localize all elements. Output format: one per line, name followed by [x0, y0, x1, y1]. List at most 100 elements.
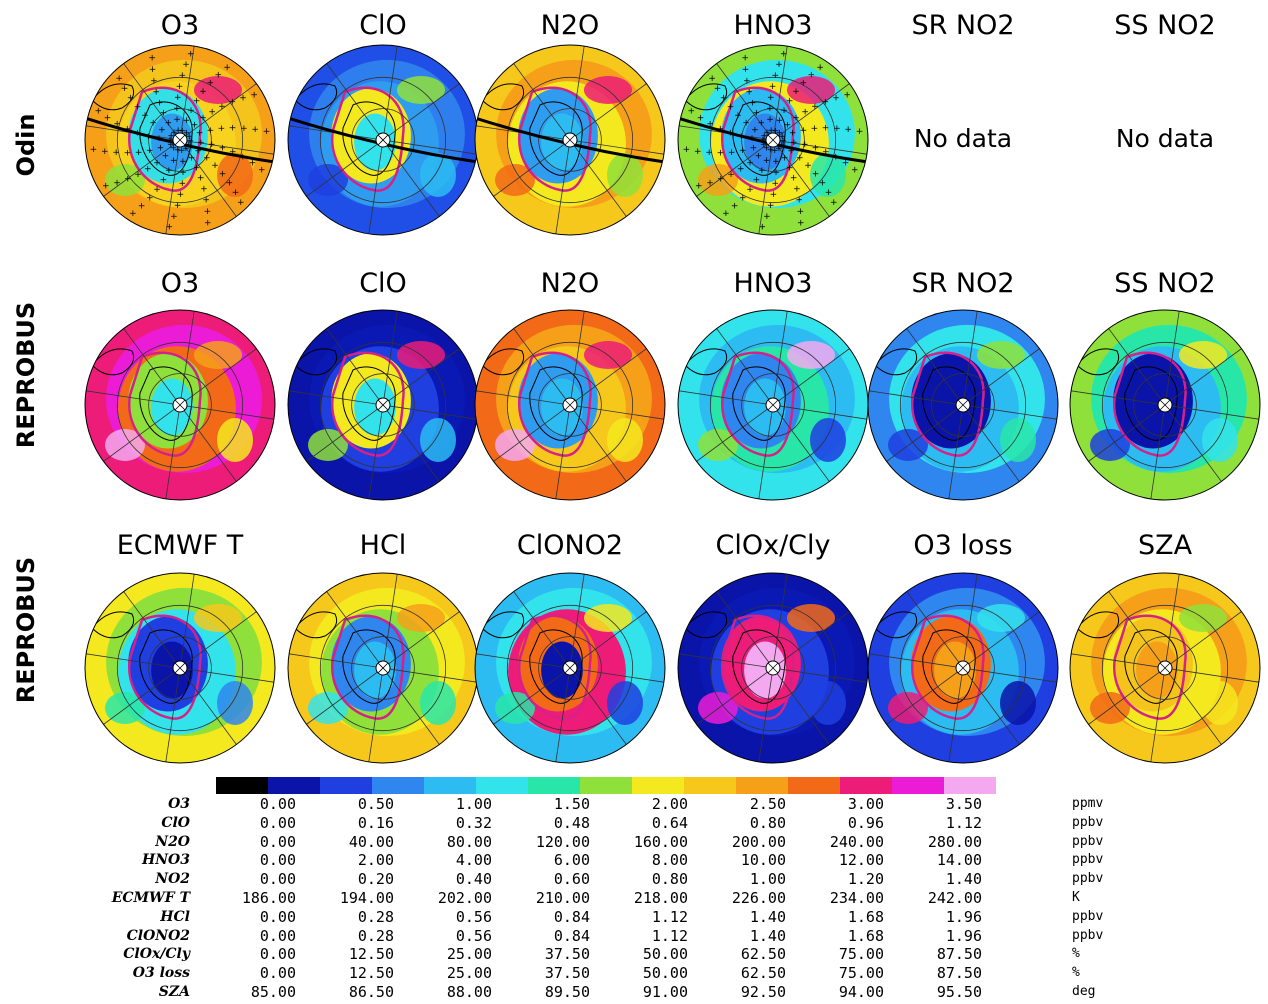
measurement-marker: +	[778, 132, 786, 142]
measurement-marker: +	[178, 179, 186, 189]
measurement-marker: +	[739, 146, 747, 156]
measurement-marker: +	[819, 178, 827, 188]
colorbar-segment	[580, 777, 632, 794]
contour-core	[934, 641, 976, 699]
measurement-marker: +	[751, 125, 759, 135]
measurement-marker: +	[206, 78, 214, 88]
measurement-marker: +	[90, 145, 98, 155]
coastline	[874, 611, 918, 639]
measurement-marker: +	[134, 129, 142, 139]
panel-title: HNO3	[733, 268, 813, 299]
vortex-edge-contour	[1112, 351, 1187, 457]
coastline	[1124, 366, 1178, 441]
coastline	[529, 366, 583, 441]
measurement-marker: +	[767, 93, 775, 103]
colorbar-segment	[632, 777, 684, 794]
panel-title: SR NO2	[911, 10, 1015, 41]
measurement-marker: +	[781, 153, 789, 163]
legend-variable: N2O	[155, 833, 190, 850]
coastline	[922, 629, 976, 704]
measurement-marker: +	[226, 178, 234, 188]
legend-value: 120.00	[535, 832, 590, 851]
contour-core	[1136, 641, 1178, 699]
measurement-marker: +	[149, 119, 157, 129]
contour-blob	[1000, 681, 1036, 725]
coastline	[139, 366, 193, 441]
panel-title: O3	[160, 10, 200, 41]
legend-row: SZA 85.00 86.50 88.00 89.50 91.00 92.50 94.00 95…	[60, 983, 1103, 1002]
measurement-marker: +	[825, 188, 833, 198]
legend-variable: NO2	[155, 871, 190, 888]
legend-value: 89.50	[544, 982, 590, 1001]
measurement-marker: +	[842, 159, 850, 169]
polar-map	[474, 44, 666, 236]
measurement-marker: +	[203, 153, 211, 163]
legend-value: 0.50	[357, 795, 394, 813]
measurement-marker: +	[263, 127, 271, 137]
measurement-marker: +	[158, 125, 166, 135]
measurement-marker: +	[770, 190, 778, 200]
measurement-marker: +	[232, 188, 240, 198]
measurement-marker: +	[200, 184, 208, 194]
pole-marker	[377, 134, 389, 146]
coastline	[481, 83, 525, 111]
legend-value: 1.12	[651, 907, 688, 926]
colorbar-segment	[528, 777, 580, 794]
legend-variable: SZA	[158, 983, 190, 1000]
measurement-marker: +	[188, 153, 196, 163]
coastline	[342, 366, 396, 441]
measurement-marker: +	[749, 98, 757, 108]
latitude-circle	[506, 341, 634, 469]
coastline	[481, 611, 525, 639]
measurement-marker: +	[741, 54, 749, 64]
coastline	[1124, 629, 1178, 704]
latitude-circle	[538, 108, 602, 172]
measurement-marker: +	[830, 198, 838, 208]
latitude-circle	[116, 76, 244, 204]
legend-value: 0.00	[259, 945, 296, 964]
legend-value: 0.96	[847, 813, 884, 832]
pole-marker	[957, 399, 969, 411]
latitude-circle	[741, 108, 805, 172]
latitude-circle	[506, 76, 634, 204]
legend-value: 0.28	[357, 907, 394, 926]
vortex-edge-contour	[517, 86, 592, 192]
measurement-marker: +	[102, 181, 110, 191]
measurement-marker: +	[811, 124, 819, 134]
legend-value: 37.50	[544, 964, 590, 983]
panel-title: ClO	[359, 268, 407, 299]
legend-variable: HCl	[160, 908, 190, 925]
measurement-marker: +	[101, 147, 109, 157]
legend-value: 4.00	[455, 851, 492, 870]
vortex-edge-contour	[330, 614, 405, 720]
pole-marker	[957, 662, 969, 674]
measurement-marker: +	[250, 91, 258, 101]
measurement-marker: +	[687, 106, 695, 116]
legend-unit: ppbv	[1072, 833, 1104, 849]
measurement-marker: +	[94, 106, 102, 116]
measurement-marker: +	[808, 70, 816, 80]
measurement-marker: +	[173, 104, 181, 114]
measurement-marker: +	[229, 148, 237, 158]
coastline	[529, 629, 583, 704]
latitude-circle	[319, 604, 447, 732]
measurement-marker: +	[832, 153, 840, 163]
measurement-marker: +	[714, 84, 722, 94]
latitude-circle	[931, 373, 995, 437]
legend-value: 0.16	[357, 813, 394, 832]
measurement-marker: +	[767, 201, 775, 211]
measurement-marker: +	[760, 140, 768, 150]
coastline	[294, 83, 338, 111]
measurement-marker: +	[141, 111, 149, 121]
measurement-marker: +	[187, 50, 195, 60]
measurement-marker: +	[179, 168, 187, 178]
legend-value: 80.00	[446, 832, 492, 851]
measurement-marker: +	[208, 140, 216, 150]
polar-map	[677, 572, 869, 764]
measurement-marker: +	[797, 218, 805, 228]
legend-value: 62.50	[740, 945, 786, 964]
polar-map	[287, 44, 479, 236]
legend-value: 87.50	[936, 945, 982, 964]
legend-value: 200.00	[731, 832, 786, 851]
panel-title: SZA	[1137, 530, 1193, 561]
